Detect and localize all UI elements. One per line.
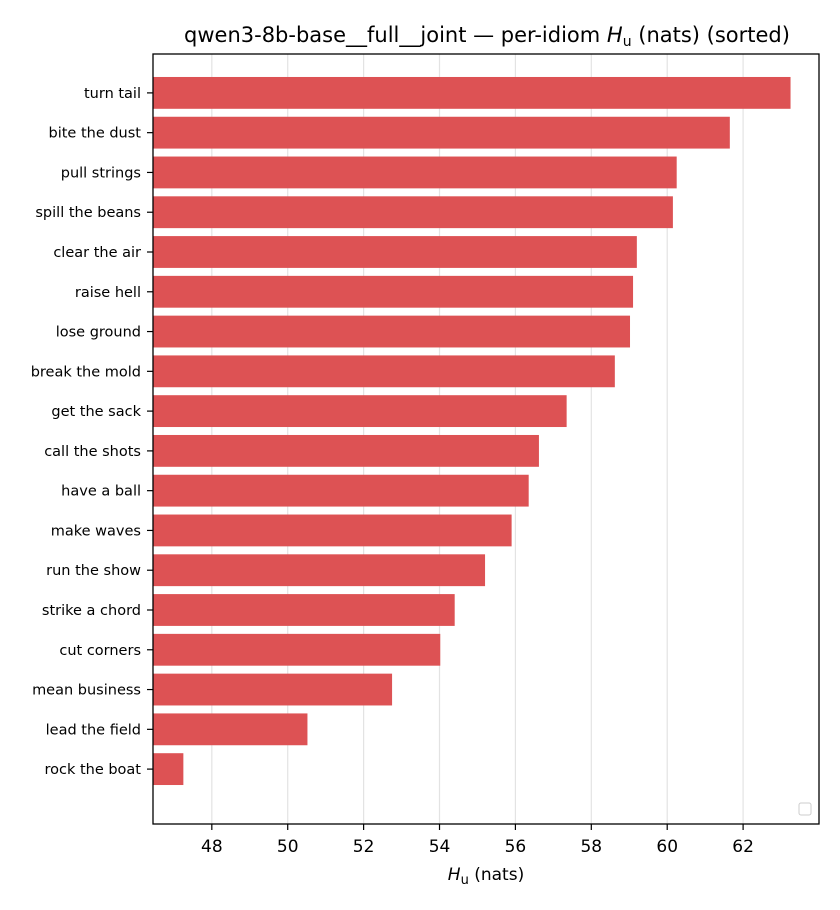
bar	[153, 554, 486, 587]
category-label: raise hell	[75, 285, 141, 301]
plot-frame	[152, 53, 820, 825]
x-tick-label: 60	[656, 837, 678, 857]
category-label: bite the dust	[49, 126, 142, 142]
bar	[153, 355, 615, 388]
bar	[153, 713, 308, 746]
bar	[153, 236, 637, 268]
x-axis-label: Hu (nats)	[448, 865, 524, 888]
category-label: spill the beans	[35, 205, 141, 221]
bar	[153, 594, 455, 626]
category-label: lose ground	[56, 325, 141, 341]
x-tick-label: 52	[353, 837, 375, 857]
bar	[153, 156, 677, 189]
x-tick-label: 48	[201, 837, 223, 857]
category-label: call the shots	[44, 444, 141, 460]
bar	[153, 474, 529, 507]
bar	[153, 753, 184, 786]
legend-box	[798, 802, 812, 816]
category-label: get the sack	[51, 404, 141, 420]
x-tick-label: 56	[505, 837, 527, 857]
bar	[153, 395, 567, 428]
category-label: clear the air	[53, 245, 141, 261]
category-label: make waves	[51, 523, 141, 539]
bar	[153, 434, 539, 467]
bar	[153, 673, 393, 706]
bar	[153, 116, 730, 149]
x-tick-label: 58	[580, 837, 602, 857]
category-label: have a ball	[61, 484, 141, 500]
category-label: break the mold	[31, 364, 141, 380]
category-label: lead the field	[46, 722, 141, 738]
bar	[153, 514, 512, 547]
category-label: run the show	[46, 563, 141, 579]
axis-ticks: 48 50 52 54 56 58 60 62 turn tail bite the dust pu…	[31, 86, 754, 857]
bar	[153, 633, 441, 666]
x-tick-label: 50	[277, 837, 299, 857]
category-label: strike a chord	[42, 603, 141, 619]
bar	[153, 76, 791, 109]
x-tick-label: 54	[429, 837, 451, 857]
bar	[153, 196, 673, 229]
category-label: turn tail	[84, 86, 141, 102]
category-label: rock the boat	[44, 762, 141, 778]
bar	[153, 315, 631, 348]
bar	[153, 275, 634, 308]
category-label: pull strings	[61, 165, 141, 181]
category-label: cut corners	[59, 643, 141, 659]
bars	[153, 76, 791, 786]
chart-title: qwen3-8b-base__full__joint — per-idiom H…	[184, 23, 790, 50]
category-label: mean business	[32, 683, 141, 699]
x-tick-label: 62	[732, 837, 754, 857]
